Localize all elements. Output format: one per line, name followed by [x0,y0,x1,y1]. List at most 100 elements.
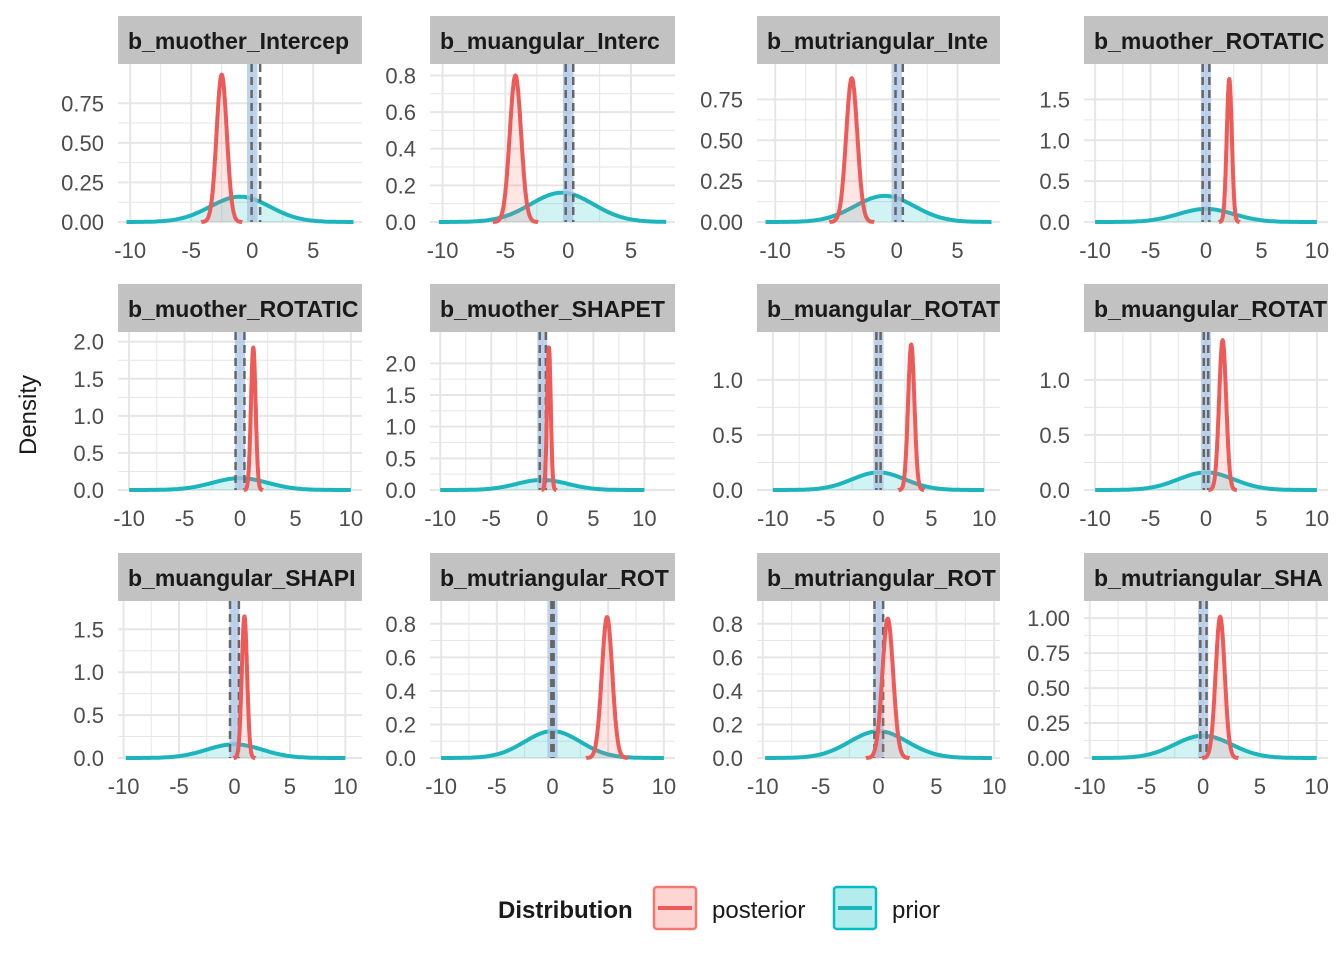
facet-strip [1084,553,1328,601]
legend: Distribution posterior prior [498,885,940,931]
panel-plot [126,64,354,224]
x-tick-label: 5 [951,238,963,263]
y-tick-label: 0.0 [712,478,743,503]
y-tick-label: 0.50 [700,128,743,153]
y-tick-label: 0.25 [61,170,104,195]
x-tick-label: 0 [246,238,258,263]
x-tick-label: 10 [1304,774,1328,799]
legend-key-posterior [652,885,698,931]
legend-title: Distribution [498,897,633,924]
x-tick-label: 5 [1255,506,1267,531]
x-tick-label: -5 [811,774,831,799]
posterior-density-line [864,616,912,760]
facet-strip [757,553,1000,601]
x-tick-label: -5 [169,774,189,799]
y-tick-label: 0.8 [385,612,416,637]
facet-panel-3: b_mutriangular_Inte -10 -5 0 5 0.00 0.25 0.50 0.… [700,16,1000,263]
x-tick-label: -5 [487,774,507,799]
x-tick-label: 10 [652,774,676,799]
facet-title: b_muangular_ROTAT [767,296,1000,322]
x-tick-label: 10 [982,774,1006,799]
x-tick-label: -10 [747,774,779,799]
legend-key-prior [832,885,878,931]
facet-panel-12: b_mutriangular_SHA -10 -5 0 5 10 0.00 0.25 0.50 0… [1027,553,1329,799]
panel-plot [1094,332,1318,492]
x-tick-label: -5 [1137,774,1157,799]
x-tick-label: 0 [872,774,884,799]
x-tick-label: 5 [307,238,319,263]
x-tick-label: 0 [1200,506,1212,531]
x-tick-label: 5 [587,506,599,531]
y-tick-label: 0.0 [73,746,104,771]
posterior-density-area [586,617,628,758]
panel-plot [772,332,985,492]
panel-plot [1094,64,1318,224]
facet-panel-8: b_muangular_ROTAT -10 -5 0 5 10 0.0 0.5 1.0 [1039,284,1329,531]
y-tick-label: 0.00 [700,210,743,235]
facet-strip [757,16,1000,64]
x-tick-label: -10 [759,238,791,263]
prior-density-area [765,195,992,222]
x-tick-label: -10 [424,506,456,531]
x-tick-label: 0 [891,238,903,263]
rope-band [562,64,574,222]
posterior-density-line [584,615,630,760]
rope-band [873,601,884,758]
x-tick-label: -5 [175,506,195,531]
y-tick-label: 0.5 [712,423,743,448]
posterior-density-area [1202,616,1239,758]
facet-panel-9: b_muangular_SHAPI -10 -5 0 5 10 0.0 0.5 1.0 1.5 [73,553,362,799]
x-tick-label: 0 [234,506,246,531]
x-tick-label: 5 [1255,238,1267,263]
facet-panel-2: b_muangular_Interc -10 -5 0 5 0.0 0.2 0.4 0.6 0.8 [385,16,675,263]
y-tick-label: 0.0 [385,478,416,503]
x-tick-label: -10 [757,506,789,531]
x-tick-label: 5 [289,506,301,531]
y-tick-label: 0.2 [385,712,416,737]
posterior-density-area [829,78,875,222]
facet-panel-6: b_muother_SHAPET -10 -5 0 5 10 0.0 0.5 1.0 1.5 2.0 [385,284,675,531]
posterior-density-line [242,345,265,492]
facet-title: b_muother_SHAPET [440,296,665,322]
posterior-density-area [541,347,557,490]
y-tick-label: 0.2 [712,712,743,737]
x-tick-label: 5 [284,774,296,799]
y-tick-label: 1.0 [73,660,104,685]
y-tick-label: 1.0 [385,415,416,440]
x-tick-label: 5 [1254,774,1266,799]
facet-title: b_muother_ROTATIC [128,296,358,322]
y-tick-label: 1.5 [73,367,104,392]
x-tick-label: 5 [925,506,937,531]
prior-density-line [438,190,667,224]
posterior-density-area [1208,340,1237,490]
x-tick-label: 10 [1305,238,1329,263]
y-tick-label: 0.4 [712,679,743,704]
panels-layer: b_muother_Intercep-10 -5 0 50.000.250.500.7… [61,16,1329,799]
y-tick-label: 0.50 [61,131,104,156]
facet-title: b_muangular_SHAPI [128,565,356,591]
legend-label-prior: prior [892,897,940,924]
facet-title: b_muother_Intercep [128,28,349,54]
x-tick-label: 0 [1197,774,1209,799]
facet-panel-4: b_muother_ROTATIC -10 -5 0 5 10 0.0 0.5 1.0 1.5 [1039,16,1329,263]
rope-band [229,601,240,758]
posterior-density-line [199,72,244,224]
y-tick-label: 0.0 [385,746,416,771]
facet-title: b_mutriangular_ROT [767,565,996,591]
legend-label-posterior: posterior [712,897,805,924]
y-tick-label: 0.6 [385,100,416,125]
y-tick-label: 1.0 [1039,368,1070,393]
posterior-density-line [231,614,257,760]
facet-strip [118,284,362,332]
facet-strip [1084,284,1328,332]
posterior-density-area [244,347,263,490]
y-tick-label: 0.0 [73,478,104,503]
panel-plot [764,601,993,760]
rope-band [1200,64,1212,222]
y-tick-label: 0.0 [1039,210,1070,235]
facet-title: b_muangular_Interc [440,28,660,54]
facet-panel-10: b_mutriangular_ROT -10 -5 0 5 10 0.0 0.2 0.4 0.6 0… [385,553,676,799]
y-tick-label: 0.25 [700,169,743,194]
rope-band [234,332,246,490]
